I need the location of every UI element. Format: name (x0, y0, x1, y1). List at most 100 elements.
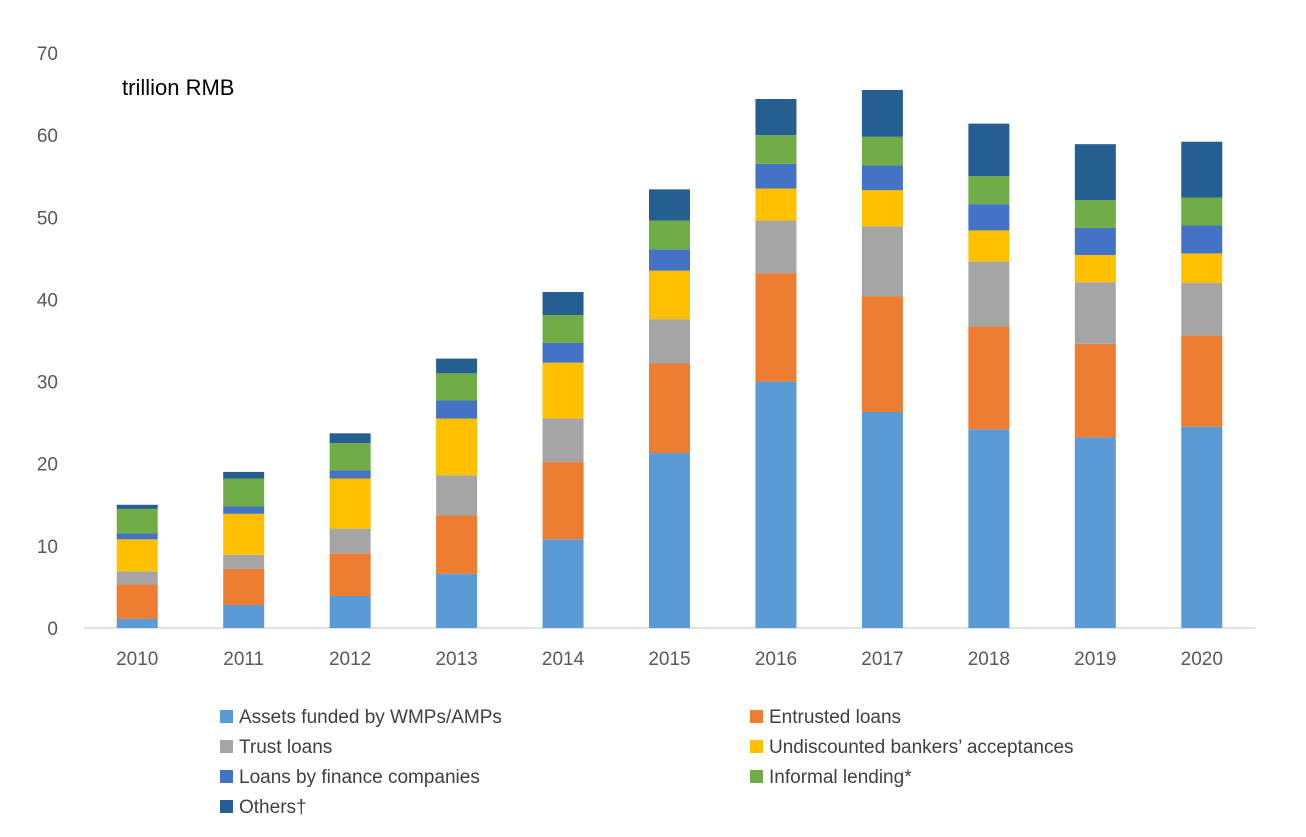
bar-segment (1074, 227, 1116, 256)
bar-segment (329, 470, 371, 479)
bar-segment (542, 539, 584, 628)
y-tick-label: 40 (37, 290, 58, 311)
bar-segment (436, 573, 478, 628)
bar-segment (1181, 283, 1223, 336)
bar-segment (1181, 335, 1223, 427)
bar-segment (968, 429, 1010, 628)
legend-label: Assets funded by WMPs/AMPs (239, 707, 502, 728)
y-tick-label: 50 (37, 208, 58, 229)
bar-segment (755, 99, 797, 136)
x-tick-label: 2013 (435, 649, 477, 670)
x-tick-label: 2018 (968, 649, 1010, 670)
legend-swatch (750, 710, 763, 723)
bar-segment (649, 319, 690, 364)
legend-swatch (220, 740, 233, 753)
bar-segment (542, 292, 584, 316)
bar-segment (968, 204, 1010, 231)
bar-segment (329, 553, 371, 596)
bar-segment (436, 358, 478, 374)
legend-swatch (220, 800, 233, 813)
bar-segment (436, 418, 478, 476)
legend-label: Entrusted loans (769, 707, 901, 728)
bar-segment (861, 226, 903, 297)
bar-segment (223, 513, 265, 555)
bar-segment (755, 135, 797, 164)
x-tick-label: 2020 (1181, 649, 1223, 670)
bar-segment (329, 478, 371, 529)
x-tick-label: 2014 (542, 649, 585, 670)
bar-segment (329, 433, 371, 444)
bar-segment (1074, 282, 1116, 344)
y-tick-label: 30 (37, 373, 58, 394)
bar-segment (436, 515, 478, 574)
bar-segment (116, 508, 158, 534)
y-axis: 0 10 20 30 40 50 60 70 (37, 44, 58, 640)
bar-segment (649, 363, 690, 454)
bar-segment (755, 220, 797, 274)
bar-segment (223, 471, 265, 479)
bar-segment (649, 189, 690, 221)
bar-segment (116, 618, 158, 628)
bar-segment (861, 136, 903, 166)
bar-segment (1074, 255, 1116, 283)
bar-segment (649, 249, 690, 271)
bar-segment (1074, 200, 1116, 228)
x-tick-label: 2011 (223, 649, 264, 670)
bar-segment (755, 381, 797, 628)
bar-segment (649, 220, 690, 250)
bar-segment (861, 190, 903, 227)
legend: Assets funded by WMPs/AMPs Entrusted loan… (220, 707, 1074, 818)
bar-segment (861, 296, 903, 412)
legend-label: Trust loans (239, 737, 332, 758)
legend-label: Others† (239, 797, 307, 818)
bar-segment (116, 533, 158, 540)
bar-segment (542, 362, 584, 419)
bar-segment (116, 539, 158, 572)
bar-segment (329, 528, 371, 554)
bar-segment (116, 504, 158, 509)
bar-segment (1181, 141, 1223, 198)
bar-segment (436, 400, 478, 419)
bar-segment (755, 163, 797, 189)
bar-segment (223, 568, 265, 605)
y-tick-label: 0 (47, 619, 58, 640)
bar-segment (861, 411, 903, 628)
x-tick-label: 2017 (861, 649, 903, 670)
bars (116, 89, 1223, 628)
bar-segment (542, 315, 584, 343)
bar-segment (968, 326, 1010, 430)
bar-segment (542, 342, 584, 363)
legend-label: Undiscounted bankers’ acceptances (769, 737, 1074, 758)
bar-segment (223, 605, 265, 628)
bar-segment (861, 89, 903, 137)
bar-segment (1181, 426, 1223, 628)
bar-segment (1074, 343, 1116, 438)
y-tick-label: 60 (37, 126, 58, 147)
x-tick-label: 2015 (648, 649, 690, 670)
bar-segment (861, 165, 903, 191)
legend-swatch (750, 770, 763, 783)
bar-segment (968, 261, 1010, 327)
bar-segment (968, 176, 1010, 205)
y-tick-label: 10 (37, 537, 58, 558)
bar-segment (755, 273, 797, 382)
legend-swatch (220, 710, 233, 723)
bar-segment (649, 270, 690, 320)
bar-segment (329, 443, 371, 471)
bar-segment (542, 462, 584, 540)
bar-segment (436, 475, 478, 516)
bar-segment (223, 506, 265, 514)
legend-label: Informal lending* (769, 767, 912, 788)
legend-swatch (750, 740, 763, 753)
bar-segment (1181, 197, 1223, 226)
bar-segment (1074, 437, 1116, 628)
x-tick-label: 2016 (755, 649, 797, 670)
x-tick-label: 2019 (1074, 649, 1116, 670)
x-tick-label: 2012 (329, 649, 371, 670)
unit-label: trillion RMB (122, 75, 234, 100)
legend-label: Loans by finance companies (239, 767, 480, 788)
bar-segment (116, 571, 158, 585)
bar-segment (436, 373, 478, 401)
